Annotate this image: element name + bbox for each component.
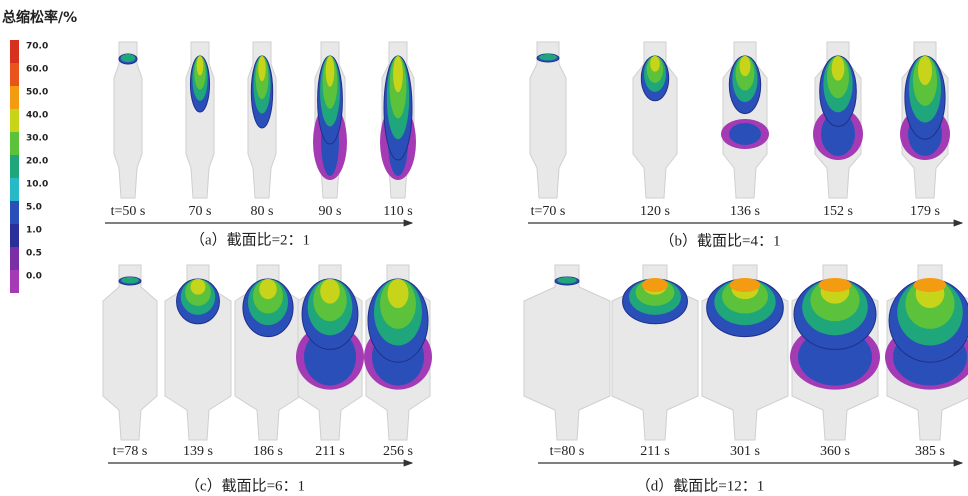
legend-swatch [10, 86, 19, 109]
time-label: 120 s [640, 204, 670, 219]
legend-label: 5.0 [26, 203, 42, 213]
legend-title: 总缩松率/% [2, 9, 77, 26]
legend-swatch [10, 270, 19, 293]
time-label: t=80 s [550, 444, 585, 459]
legend-label: 50.0 [26, 88, 48, 98]
panel-caption: （d）截面比=12：1 [636, 477, 764, 494]
legend-label: 60.0 [26, 65, 48, 75]
legend-swatch [10, 178, 19, 201]
defect-zone [914, 278, 947, 292]
legend-label: 0.0 [26, 272, 42, 282]
legend-swatch [10, 224, 19, 247]
legend-label: 1.0 [26, 226, 42, 236]
time-label: t=78 s [113, 444, 148, 459]
defect-zone [819, 278, 852, 292]
ingot [103, 265, 157, 440]
legend-label: 0.5 [26, 249, 42, 259]
defect-zone [320, 279, 340, 304]
defect-zone [832, 56, 845, 81]
defect-zone [393, 56, 403, 92]
time-label: 385 s [915, 444, 945, 459]
defect-zone [190, 279, 205, 295]
legend-label: 40.0 [26, 111, 48, 121]
time-label: 152 s [823, 204, 853, 219]
defect-zone [650, 56, 660, 72]
defect-zone [740, 56, 751, 76]
defect-zone [729, 123, 761, 145]
time-label: 110 s [383, 204, 412, 219]
panel-caption: （a）截面比=2：1 [190, 231, 310, 248]
defect-zone [259, 279, 277, 299]
time-label: 211 s [640, 444, 669, 459]
legend-swatch [10, 63, 19, 86]
legend-swatch [10, 109, 19, 132]
time-label: 80 s [251, 204, 274, 219]
figure: 总缩松率/% 70.0 60.0 50.0 40.0 30.0 20.0 10.0 5.0 1.… [0, 0, 968, 496]
panel-caption: （c）截面比=6：1 [185, 477, 305, 494]
legend-swatch [10, 247, 19, 270]
defect-zone [730, 278, 761, 292]
defect-zone [557, 277, 576, 283]
time-label: t=50 s [111, 204, 146, 219]
time-label: 139 s [183, 444, 213, 459]
legend-label: 20.0 [26, 157, 48, 167]
legend-label: 30.0 [26, 134, 48, 144]
defect-zone [326, 56, 335, 87]
defect-zone [918, 56, 932, 85]
defect-zone [258, 56, 265, 81]
ingot [530, 42, 566, 198]
time-label: 211 s [315, 444, 344, 459]
defect-zone [642, 278, 668, 292]
time-label: t=70 s [531, 204, 566, 219]
defect-zone [539, 54, 557, 60]
time-label: 301 s [730, 444, 760, 459]
legend-swatch [10, 155, 19, 178]
panel-caption: （b）截面比=4：1 [660, 232, 781, 249]
legend-swatch [10, 201, 19, 224]
legend-label: 10.0 [26, 180, 48, 190]
defect-zone [121, 277, 139, 283]
time-label: 136 s [730, 204, 760, 219]
time-label: 360 s [820, 444, 850, 459]
time-label: 186 s [253, 444, 283, 459]
legend-swatch [10, 132, 19, 155]
legend-label: 70.0 [26, 42, 48, 52]
defect-zone [197, 56, 204, 76]
time-label: 256 s [383, 444, 413, 459]
defect-zone [121, 54, 135, 62]
time-label: 90 s [319, 204, 342, 219]
defect-zone [388, 279, 409, 308]
time-label: 70 s [189, 204, 212, 219]
time-label: 179 s [910, 204, 940, 219]
ingot [524, 265, 610, 440]
legend-swatch [10, 40, 19, 63]
ingot [114, 42, 142, 198]
